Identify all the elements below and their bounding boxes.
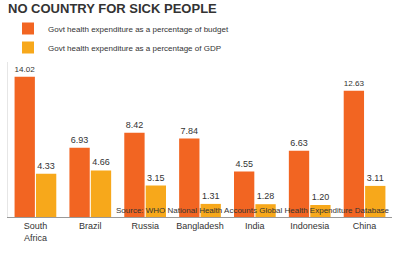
svg-text:Bangladesh: Bangladesh	[176, 221, 224, 231]
svg-text:4.33: 4.33	[37, 161, 55, 171]
svg-text:Indonesia: Indonesia	[290, 221, 329, 231]
svg-text:8.42: 8.42	[126, 120, 144, 130]
svg-text:1.31: 1.31	[202, 191, 220, 201]
svg-text:Govt health expenditure as a p: Govt health expenditure as a percentage …	[48, 44, 221, 53]
svg-text:1.20: 1.20	[312, 192, 330, 202]
svg-text:1.28: 1.28	[257, 191, 275, 201]
svg-text:Brazil: Brazil	[79, 221, 102, 231]
svg-text:7.84: 7.84	[181, 126, 199, 136]
svg-text:14.02: 14.02	[15, 65, 36, 74]
svg-text:India: India	[245, 221, 265, 231]
svg-text:NO COUNTRY FOR SICK PEOPLE: NO COUNTRY FOR SICK PEOPLE	[8, 1, 217, 16]
svg-text:6.63: 6.63	[290, 138, 308, 148]
svg-text:SouthAfrica: SouthAfrica	[24, 221, 48, 243]
svg-text:12.63: 12.63	[344, 79, 365, 88]
svg-text:3.15: 3.15	[147, 173, 165, 183]
svg-text:China: China	[353, 221, 377, 231]
svg-text:4.55: 4.55	[235, 159, 253, 169]
svg-text:Russia: Russia	[131, 221, 159, 231]
svg-text:4.66: 4.66	[92, 157, 110, 167]
svg-text:6.93: 6.93	[71, 135, 89, 145]
svg-text:Source: WHO National Health Ac: Source: WHO National Health Accounts Glo…	[116, 206, 390, 215]
svg-text:3.11: 3.11	[367, 173, 384, 183]
svg-text:Govt health expenditure as a p: Govt health expenditure as a percentage …	[48, 25, 229, 34]
